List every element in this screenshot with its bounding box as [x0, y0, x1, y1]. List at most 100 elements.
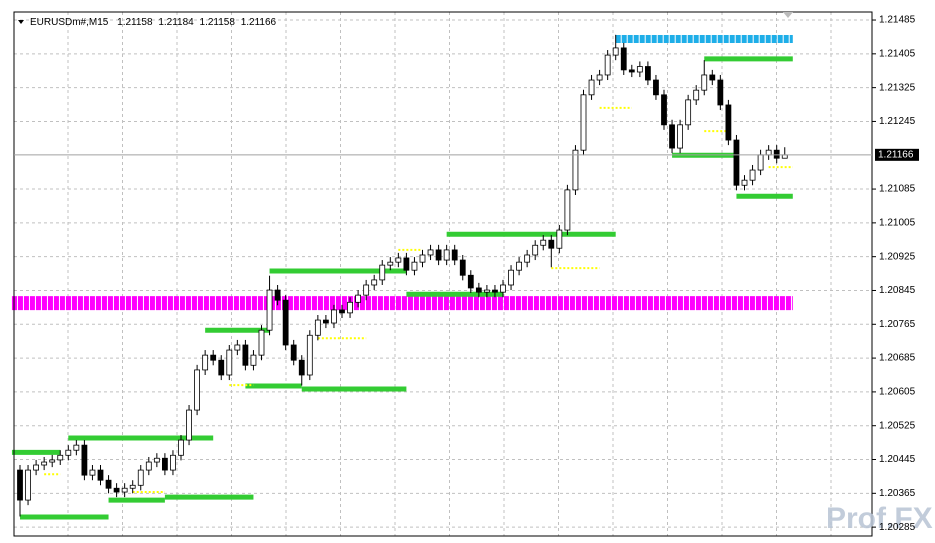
candle-body [709, 74, 716, 81]
candle-body [25, 469, 31, 501]
current-price-label: 1.21166 [878, 149, 914, 160]
candle-body [693, 89, 700, 101]
candle-body [113, 487, 120, 493]
candle-body [170, 454, 176, 471]
candle-body [97, 469, 104, 481]
header-high: 1.21184 [158, 17, 194, 28]
candle-body [717, 79, 724, 106]
candle-body [451, 249, 458, 261]
y-tick-label: 1.20605 [879, 387, 916, 398]
header-close: 1.21166 [241, 17, 277, 28]
candle-body [661, 94, 667, 126]
candle-body [435, 249, 442, 261]
candle-body [161, 457, 168, 471]
candle-body [475, 287, 482, 293]
candle-body [387, 261, 394, 266]
candle-body [604, 54, 611, 76]
candle-body [459, 259, 466, 276]
candle-body [363, 284, 370, 296]
candle-body [572, 149, 579, 191]
candle-body [427, 249, 434, 256]
candle-body [653, 79, 659, 96]
candle-body [781, 154, 788, 159]
candle-body [17, 469, 23, 501]
y-tick-label: 1.20365 [879, 488, 916, 499]
candle-body [612, 47, 619, 56]
candle-body [145, 461, 152, 471]
candle-body [242, 344, 249, 366]
symbol: EURUSDm#,M15 [30, 17, 109, 28]
candle-body [620, 47, 627, 71]
candle-body [645, 66, 651, 81]
candle-body [524, 254, 531, 263]
candle-body [588, 79, 595, 96]
candle-body [725, 104, 732, 141]
candle-body [669, 124, 675, 149]
candle-body [580, 94, 587, 151]
candle-body [347, 301, 353, 314]
candle-body [258, 329, 265, 356]
y-tick-label: 1.20285 [879, 522, 916, 533]
candle-body [186, 409, 192, 441]
candle-body [403, 257, 410, 271]
candle-body [483, 289, 490, 293]
candle-body [371, 279, 378, 286]
candle-body [500, 284, 506, 293]
y-tick-label: 1.20525 [879, 420, 916, 431]
candle-body [153, 457, 160, 463]
candle-body [282, 299, 289, 346]
watermark: Prof.FX [826, 502, 933, 535]
candle-body [677, 124, 683, 149]
candle-body [628, 69, 635, 73]
candle-body [81, 444, 88, 476]
y-tick-label: 1.21005 [879, 218, 916, 229]
candle-body [274, 289, 281, 301]
candle-body [137, 469, 144, 486]
candle-body [564, 189, 571, 231]
candle-body [250, 354, 257, 366]
candle-body [298, 359, 305, 376]
candle-body [121, 487, 128, 493]
candle-body [749, 169, 756, 181]
y-tick-label: 1.20685 [879, 353, 916, 364]
candle-body [379, 264, 386, 281]
shift-marker [783, 12, 793, 18]
candle-body [540, 239, 547, 246]
candle-body [596, 74, 603, 81]
candle-body [194, 369, 201, 411]
candle-body [210, 354, 217, 361]
candle-body [701, 74, 708, 91]
candle-body [532, 244, 539, 256]
y-tick-label: 1.20925 [879, 251, 916, 262]
candle-body [49, 459, 56, 463]
candle-body [306, 334, 313, 376]
candle-body [234, 344, 241, 351]
candle-body [65, 449, 72, 456]
candle-body [41, 461, 48, 466]
y-tick-label: 1.20845 [879, 285, 916, 296]
candle-body [636, 66, 643, 73]
candle-body [266, 289, 273, 331]
y-tick-label: 1.21325 [879, 82, 916, 93]
candle-body [331, 309, 337, 324]
y-tick-label: 1.21085 [879, 184, 916, 195]
candle-body [765, 149, 772, 156]
candle-body [73, 444, 80, 451]
candle-body [339, 309, 345, 314]
header-low: 1.21158 [200, 17, 236, 28]
candle-body [757, 154, 764, 171]
candle-body [773, 149, 780, 159]
candle-body [741, 179, 748, 186]
candle-body [202, 354, 209, 371]
candle-body [516, 261, 522, 271]
candle-body [322, 319, 329, 324]
candle-body [548, 239, 555, 249]
candle-body [105, 479, 112, 489]
candle-body [508, 269, 514, 286]
candles [17, 34, 788, 517]
plot-frame [13, 11, 873, 537]
y-tick-label: 1.21245 [879, 116, 916, 127]
